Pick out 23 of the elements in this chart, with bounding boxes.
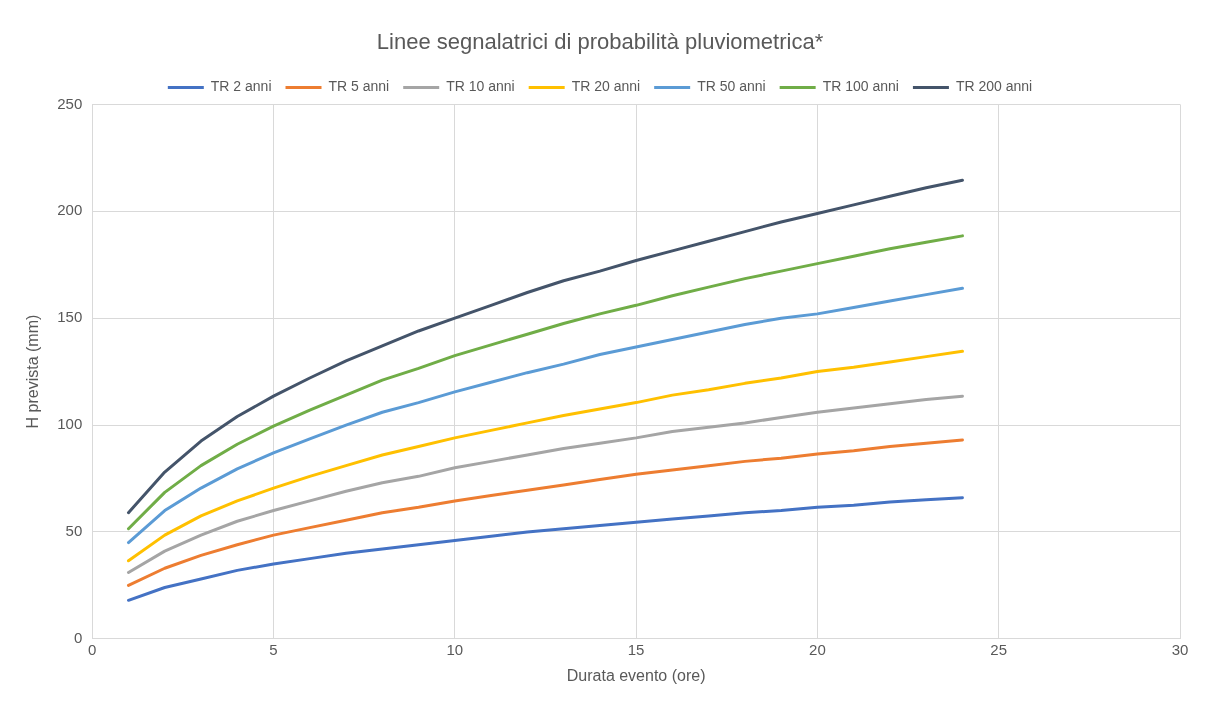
legend-label: TR 10 anni — [446, 78, 515, 95]
y-tick-label: 100 — [57, 415, 83, 433]
legend-label: TR 20 anni — [571, 78, 641, 95]
x-tick-label: 15 — [627, 640, 645, 658]
y-tick-label: 50 — [65, 522, 83, 540]
legend-label: TR 100 anni — [822, 78, 899, 95]
x-tick-label: 20 — [809, 640, 826, 658]
chart-title: Linee segnalatrici di probabilità pluviometrica* — [376, 29, 824, 55]
x-tick-label: 5 — [269, 640, 278, 658]
legend-label: TR 200 anni — [955, 78, 1033, 95]
y-tick-label: 150 — [57, 308, 83, 326]
y-tick-label: 0 — [73, 628, 83, 646]
y-tick-label: 250 — [57, 94, 83, 112]
x-tick-label: 30 — [1171, 640, 1189, 658]
y-tick-label: 200 — [57, 201, 83, 219]
x-tick-label: 10 — [446, 640, 464, 658]
x-tick-label: 25 — [990, 640, 1008, 658]
legend-label: TR 2 anni — [210, 78, 272, 95]
y-axis-title: H prevista (mm) — [24, 314, 42, 429]
x-tick-label: 0 — [88, 640, 97, 658]
x-axis-title: Durata evento (ore) — [566, 666, 706, 684]
legend-label: TR 5 anni — [328, 78, 390, 95]
legend-label: TR 50 anni — [697, 78, 766, 95]
